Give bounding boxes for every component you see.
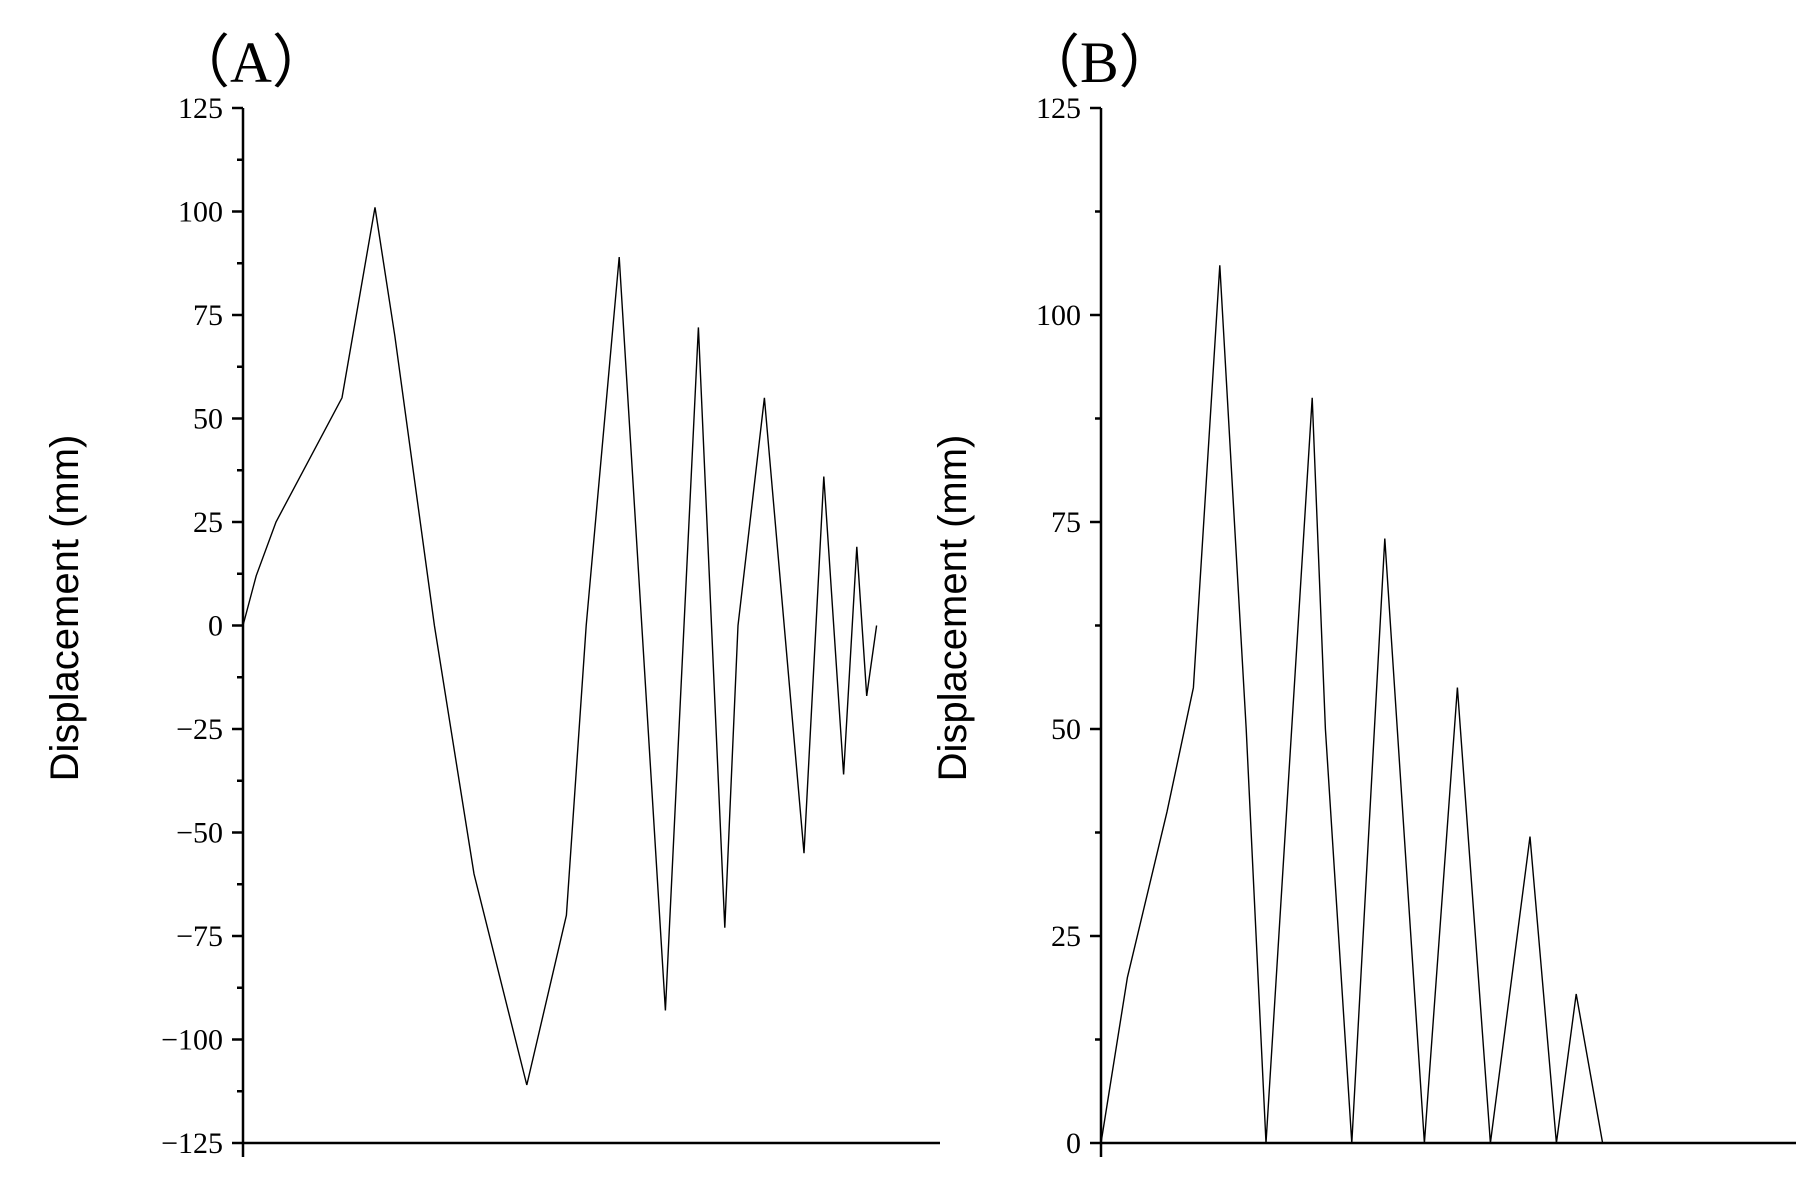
panel-a-y-tick-label: 0 [208, 610, 223, 643]
panel-a-y-tick-label: −100 [161, 1024, 223, 1057]
panel-b-y-tick-label: 0 [1066, 1127, 1081, 1160]
panel-a-series [242, 207, 878, 1086]
panel-a-y-tick-label: −50 [176, 817, 223, 850]
panel-a-y-tick-label: −75 [176, 920, 223, 953]
panel-b-y-tick-label: 25 [1051, 920, 1081, 953]
panel-a-y-tick-label: −125 [161, 1127, 223, 1160]
panel-b-y-axis-title: Displacement (mm) [931, 435, 975, 782]
panel-a-y-axis-title: Displacement (mm) [43, 435, 87, 782]
panel-a-y-ticks: 125 100 75 50 25 0 −25 −50 −75 −100 −125 [161, 92, 243, 1160]
panel-a-y-tick-label: −25 [176, 713, 223, 746]
panel-a-y-tick-label: 100 [178, 196, 223, 229]
chart-panel-b: （B） Displacement (mm) 125 100 75 50 25 0 [931, 30, 1796, 1160]
panel-a-series-line-0 [242, 207, 878, 1086]
panel-b-y-tick-label: 50 [1051, 713, 1081, 746]
panel-b-y-tick-label: 100 [1036, 299, 1081, 332]
panel-a-label: （A） [172, 30, 330, 95]
panel-a-y-tick-label: 75 [193, 299, 223, 332]
panel-b-series [1100, 265, 1682, 1144]
panel-b-series-line-0 [1100, 265, 1682, 1144]
chart-panel-a: （A） Displacement (mm) 125 100 75 50 25 0 −25 −5… [43, 30, 940, 1160]
panel-a-y-tick-label: 125 [178, 92, 223, 125]
panel-b-label: （B） [1022, 30, 1177, 95]
panel-b-y-tick-label: 125 [1036, 92, 1081, 125]
panel-b-y-ticks: 125 100 75 50 25 0 [1036, 92, 1101, 1160]
panel-b-y-tick-label: 75 [1051, 506, 1081, 539]
panel-a-y-tick-label: 25 [193, 506, 223, 539]
panel-a-y-tick-label: 50 [193, 403, 223, 436]
